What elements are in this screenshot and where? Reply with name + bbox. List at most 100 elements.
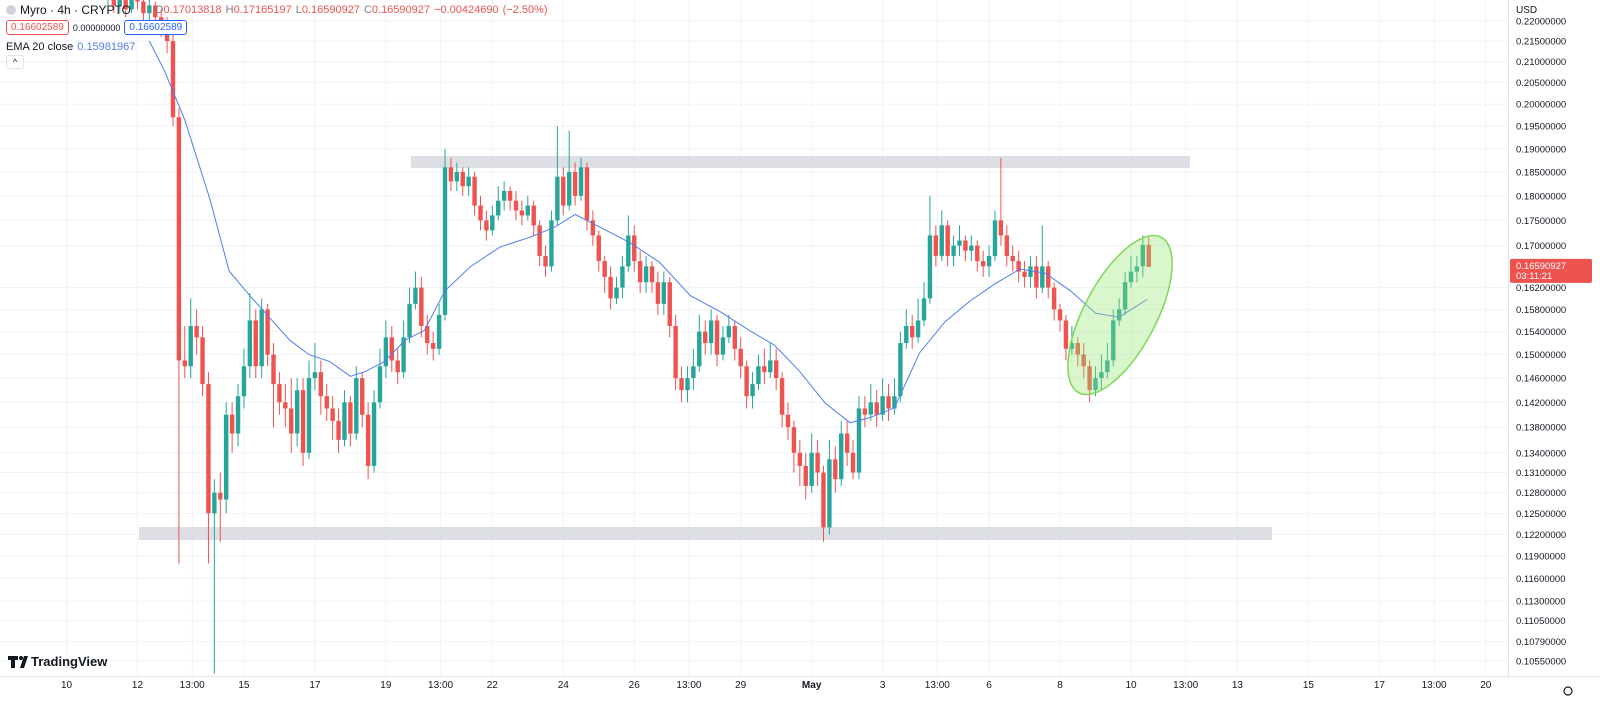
candle-body <box>212 492 217 514</box>
x-tick-label: 10 <box>1125 680 1137 691</box>
candle-body <box>354 378 359 434</box>
candle-body <box>206 384 211 514</box>
zones <box>139 156 1272 540</box>
y-tick-label: 0.12500000 <box>1516 509 1566 520</box>
last-price-tag <box>1510 258 1592 283</box>
ask-box[interactable]: 0.16602589 <box>124 20 188 35</box>
countdown-label: 03:11:21 <box>1516 271 1552 282</box>
candle-body <box>815 452 820 473</box>
candle-body <box>1040 266 1045 288</box>
candle-body <box>933 235 939 256</box>
overlay <box>148 40 1148 424</box>
y-tick-label: 0.15400000 <box>1516 327 1566 338</box>
x-tick-label: 13:00 <box>676 680 701 691</box>
candle-body <box>578 167 584 196</box>
ohlc-value: 0.17165197 <box>233 4 292 16</box>
candle-body <box>531 205 536 226</box>
candle-body <box>886 396 891 409</box>
candle-body <box>614 287 619 299</box>
brand-dot <box>19 656 23 660</box>
symbol-icon <box>6 5 16 15</box>
ohlc-label: O <box>154 4 164 16</box>
candle-body <box>1146 244 1151 267</box>
y-tick-label: 0.21000000 <box>1516 57 1566 68</box>
candle-body <box>951 245 956 256</box>
candle-body <box>963 240 968 251</box>
candle-body <box>318 372 324 397</box>
candle-body <box>750 384 755 397</box>
header-row: Myro · 4h · CRYPTO O 0.17013818 H 0.171651… <box>6 3 548 17</box>
candle-body <box>141 1 146 14</box>
candle-body <box>738 348 743 367</box>
candle-body <box>312 372 318 379</box>
x-tick-label: 8 <box>1057 680 1063 691</box>
y-tick-label: 0.13100000 <box>1516 468 1566 479</box>
ohlc-value: 0.16590927 <box>301 4 360 16</box>
y-tick-label: 0.20000000 <box>1516 100 1566 111</box>
candle-body <box>1128 271 1134 283</box>
candle-body <box>360 378 365 415</box>
candle-body <box>496 200 501 216</box>
candle-body <box>969 245 974 251</box>
candle-body <box>632 235 637 262</box>
candle-body <box>1122 282 1128 310</box>
candle-body <box>549 220 554 267</box>
candle-body <box>850 452 856 473</box>
candle-body <box>898 343 903 397</box>
candle-body <box>543 255 548 267</box>
candle-body <box>1093 378 1098 391</box>
indicator-value: 0.15981967 <box>77 41 136 53</box>
candle-body <box>685 378 690 391</box>
candle-body <box>430 343 436 349</box>
candle-body <box>448 167 454 182</box>
candle-body <box>283 402 288 409</box>
candle-body <box>927 235 933 299</box>
y-tick-label: 0.18500000 <box>1516 167 1566 178</box>
candle-body <box>726 326 732 338</box>
candle-body <box>720 337 726 355</box>
x-tick-label: 13:00 <box>1422 680 1447 691</box>
y-tick-label: 0.16200000 <box>1516 283 1566 294</box>
candle-body <box>259 309 264 367</box>
currency-label: USD <box>1516 5 1537 16</box>
settings-icon[interactable] <box>1563 686 1573 696</box>
candle-body <box>785 414 791 428</box>
candle-body <box>590 220 596 236</box>
bid-box[interactable]: 0.16602589 <box>6 20 69 35</box>
candle-body <box>324 396 329 409</box>
candle-body <box>909 326 915 338</box>
candle-body <box>714 320 720 355</box>
candle-body <box>691 366 696 379</box>
candle-body <box>478 205 483 221</box>
candle-body <box>839 433 844 480</box>
y-tick-label: 0.13400000 <box>1516 448 1566 459</box>
candle-body <box>791 427 797 453</box>
gear[interactable] <box>1563 686 1573 696</box>
x-tick-label: 13:00 <box>428 680 453 691</box>
candle-body <box>602 261 607 277</box>
candle-body <box>1028 266 1033 277</box>
candle-body <box>153 5 158 18</box>
candle-body <box>620 266 625 288</box>
y-tick-label: 0.12200000 <box>1516 530 1566 541</box>
candle-body <box>442 167 448 315</box>
candle-body <box>874 402 879 415</box>
x-tick-label: 22 <box>487 680 499 691</box>
candle-body <box>253 320 258 367</box>
candle-body <box>117 0 122 6</box>
x-tick-label: 13 <box>1232 680 1244 691</box>
candle-body <box>389 337 394 361</box>
collapse-button[interactable]: ^ <box>6 55 24 69</box>
candle-body <box>407 303 412 338</box>
candle-body <box>265 309 270 355</box>
spread: 0.00000000 <box>72 22 121 33</box>
y-tick-label: 0.11900000 <box>1516 552 1566 563</box>
candle-body <box>649 266 655 283</box>
candle-body <box>413 287 418 304</box>
candle-body <box>241 366 247 397</box>
candle-body <box>868 402 873 415</box>
candle-body <box>436 314 442 349</box>
ohlc-label: H <box>225 4 234 16</box>
indicator-name: EMA 20 close <box>6 41 74 53</box>
